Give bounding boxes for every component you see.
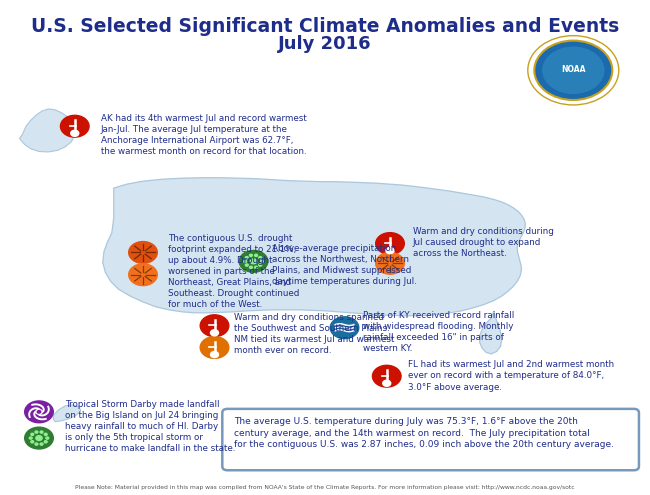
Circle shape xyxy=(40,443,43,445)
Circle shape xyxy=(29,437,32,439)
Circle shape xyxy=(46,437,49,439)
Circle shape xyxy=(244,260,246,262)
Circle shape xyxy=(383,380,391,386)
Text: Warm and dry conditions spanned
the Southwest and Southern Plains.
NM tied its w: Warm and dry conditions spanned the Sout… xyxy=(234,313,395,355)
Circle shape xyxy=(534,41,612,100)
Circle shape xyxy=(259,256,262,259)
Circle shape xyxy=(60,115,89,137)
Circle shape xyxy=(35,431,38,433)
Text: Above-average precipitation
across the Northwest, Northern
Plains, and Midwest s: Above-average precipitation across the N… xyxy=(272,244,417,286)
Circle shape xyxy=(376,233,404,254)
Circle shape xyxy=(40,431,43,433)
Circle shape xyxy=(542,47,605,94)
Circle shape xyxy=(261,260,263,262)
Circle shape xyxy=(35,443,38,445)
Circle shape xyxy=(376,252,404,274)
Circle shape xyxy=(25,427,53,449)
Text: Parts of KY received record rainfall
with widespread flooding. Monthly
rainfall : Parts of KY received record rainfall wit… xyxy=(363,311,514,353)
Circle shape xyxy=(129,264,157,286)
Text: Warm and dry conditions during
Jul caused drought to expand
across the Northeast: Warm and dry conditions during Jul cause… xyxy=(413,227,554,258)
Circle shape xyxy=(44,433,47,436)
Polygon shape xyxy=(480,311,502,354)
Text: July 2016: July 2016 xyxy=(278,35,372,52)
Circle shape xyxy=(250,254,252,256)
Text: Tropical Storm Darby made landfall
on the Big Island on Jul 24 bringing
heavy ra: Tropical Storm Darby made landfall on th… xyxy=(65,400,235,453)
Circle shape xyxy=(330,317,359,339)
Circle shape xyxy=(250,259,257,264)
Circle shape xyxy=(250,266,252,268)
Circle shape xyxy=(372,365,401,387)
Circle shape xyxy=(211,351,218,357)
Circle shape xyxy=(36,409,42,414)
Text: The average U.S. temperature during July was 75.3°F, 1.6°F above the 20th
centur: The average U.S. temperature during July… xyxy=(234,417,614,449)
Circle shape xyxy=(211,330,218,336)
Circle shape xyxy=(31,433,34,436)
Circle shape xyxy=(44,441,47,443)
Circle shape xyxy=(71,130,79,136)
Text: Please Note: Material provided in this map was compiled from NOAA's State of the: Please Note: Material provided in this m… xyxy=(75,485,575,490)
Circle shape xyxy=(129,242,157,263)
Circle shape xyxy=(255,254,257,256)
Circle shape xyxy=(259,264,262,266)
Circle shape xyxy=(239,250,268,272)
Text: U.S. Selected Significant Climate Anomalies and Events: U.S. Selected Significant Climate Anomal… xyxy=(31,17,619,36)
FancyBboxPatch shape xyxy=(222,409,639,470)
Circle shape xyxy=(37,410,41,413)
Text: The contiguous U.S. drought
footprint expanded to 21.1%,
up about 4.9%. Drought
: The contiguous U.S. drought footprint ex… xyxy=(168,234,299,309)
Circle shape xyxy=(25,401,53,423)
Text: NOAA: NOAA xyxy=(561,65,586,74)
Text: FL had its warmest Jul and 2nd warmest month
ever on record with a temperature o: FL had its warmest Jul and 2nd warmest m… xyxy=(408,360,614,392)
Circle shape xyxy=(200,337,229,358)
Circle shape xyxy=(255,266,257,268)
Circle shape xyxy=(31,441,34,443)
Polygon shape xyxy=(103,178,525,316)
Circle shape xyxy=(200,315,229,337)
Circle shape xyxy=(245,264,248,266)
Text: AK had its 4th warmest Jul and record warmest
Jan-Jul. The average Jul temperatu: AK had its 4th warmest Jul and record wa… xyxy=(101,114,307,156)
Polygon shape xyxy=(20,109,75,152)
Circle shape xyxy=(36,436,42,441)
Polygon shape xyxy=(53,405,81,422)
Circle shape xyxy=(386,248,394,253)
Circle shape xyxy=(245,256,248,259)
